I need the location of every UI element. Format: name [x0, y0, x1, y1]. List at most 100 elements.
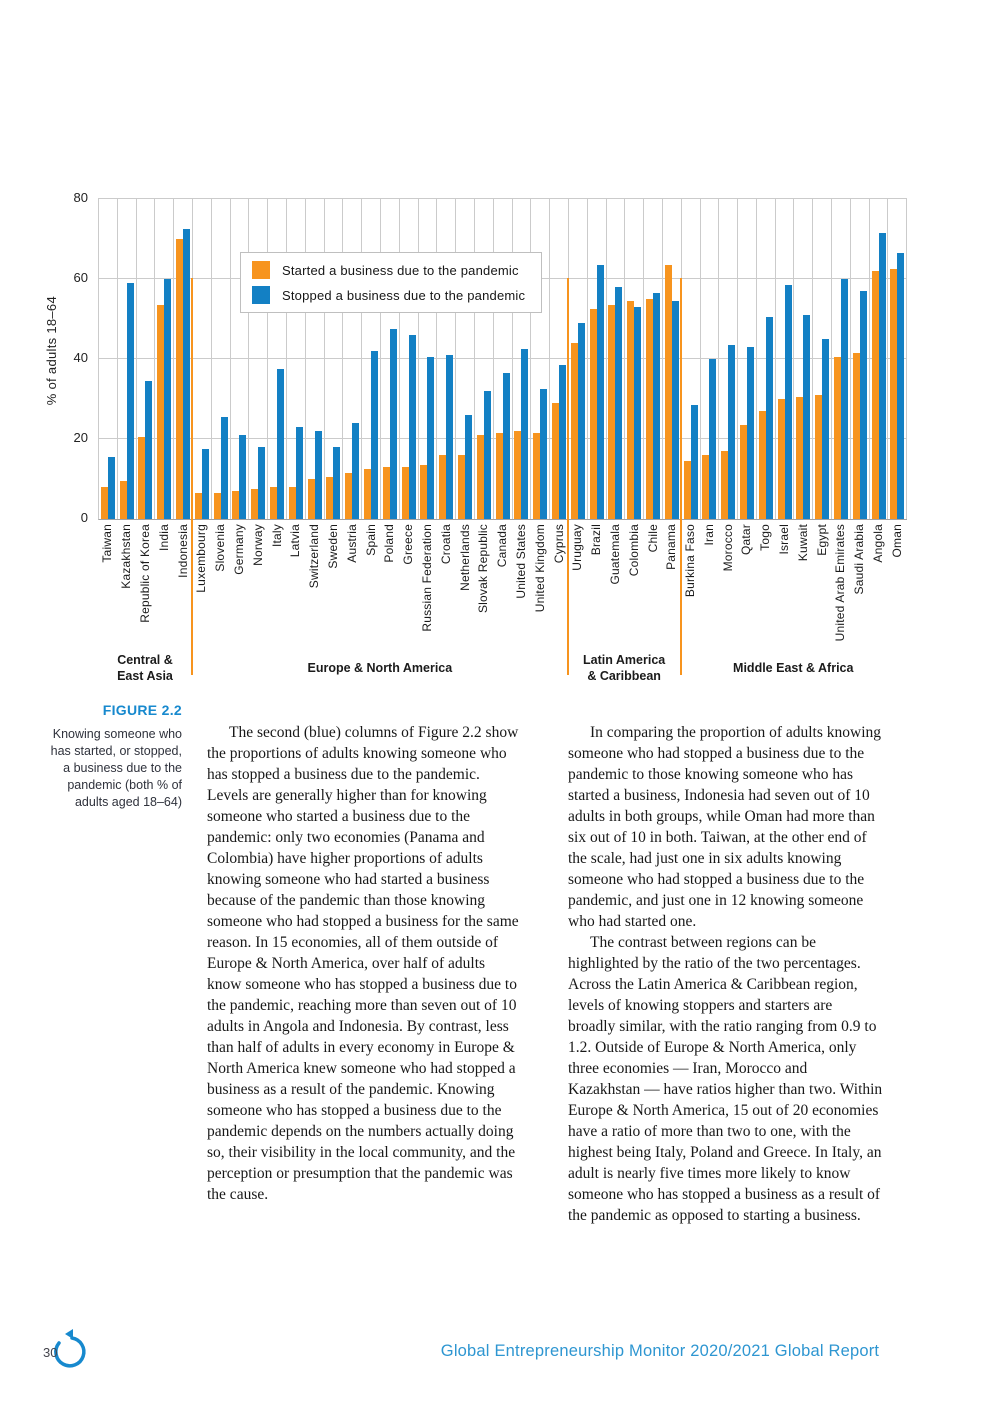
y-tick-label: 60 [73, 270, 88, 285]
bar-started [288, 487, 296, 519]
x-label-text: Sweden [325, 524, 340, 569]
country-cell [306, 199, 325, 519]
bar-started [589, 309, 597, 519]
country-cell [513, 199, 532, 519]
x-label: Switzerland [305, 521, 324, 649]
bar-stopped [314, 431, 322, 519]
bar-started [608, 305, 616, 519]
x-label: Kuwait [793, 521, 812, 649]
x-label: Croatia [436, 521, 455, 649]
bar-started [815, 395, 823, 519]
x-label: Chile [643, 521, 662, 649]
x-label-text: Colombia [626, 524, 641, 577]
bar-stopped [521, 349, 529, 519]
x-label-text: Poland [382, 524, 397, 563]
bar-stopped [201, 449, 209, 519]
bar-started [364, 469, 372, 519]
country-cell [494, 199, 513, 519]
bar-stopped [577, 323, 585, 519]
bar-stopped [615, 287, 623, 519]
bar-started [664, 265, 672, 519]
bar-stopped [427, 357, 435, 519]
x-label-text: Taiwan [100, 524, 115, 563]
y-tick-label: 40 [73, 350, 88, 365]
country-cell [325, 199, 344, 519]
bar-stopped [897, 253, 905, 519]
bar-started [232, 491, 240, 519]
x-label: Austria [342, 521, 361, 649]
x-label-text: Indonesia [175, 524, 190, 578]
bar-started [552, 403, 560, 519]
country-cell [870, 199, 889, 519]
x-label-text: United Arab Emirates [833, 524, 848, 642]
country-cell [757, 199, 776, 519]
bar-stopped [765, 317, 773, 519]
figure-caption-block: FIGURE 2.2 Knowing someone who has start… [46, 702, 182, 811]
x-label-text: Saudi Arabia [852, 524, 867, 595]
bar-stopped [352, 423, 360, 519]
country-cell [776, 199, 795, 519]
bar-stopped [239, 435, 247, 519]
bar-stopped [465, 415, 473, 519]
x-label: United Kingdom [530, 521, 549, 649]
country-cell [851, 199, 870, 519]
country-cell [362, 199, 381, 519]
country-cell [193, 199, 212, 519]
legend-swatch-stopped-icon [252, 286, 270, 304]
bar-stopped [164, 279, 172, 519]
x-label-text: Germany [231, 524, 246, 575]
bar-stopped [709, 359, 717, 519]
bar-started [176, 239, 184, 519]
bar-stopped [295, 427, 303, 519]
bar-stopped [596, 265, 604, 519]
bar-stopped [183, 229, 191, 519]
bar-stopped [859, 291, 867, 519]
country-cell [381, 199, 400, 519]
legend-item-stopped: Stopped a business due to the pandemic [252, 286, 525, 304]
x-label: United States [512, 521, 531, 649]
x-label-text: Slovenia [213, 524, 228, 572]
bar-stopped [878, 233, 886, 519]
bar-stopped [277, 369, 285, 519]
x-label: Sweden [324, 521, 343, 649]
bar-started [871, 271, 879, 519]
x-label-text: Israel [777, 524, 792, 555]
y-tick-label: 80 [73, 190, 88, 205]
footer-report-title: Global Entrepreneurship Monitor 2020/202… [440, 1342, 880, 1360]
bar-started [852, 353, 860, 519]
country-cell [231, 199, 250, 519]
x-label-text: Oman [889, 524, 904, 558]
country-cell [813, 199, 833, 519]
x-label-text: Brazil [589, 524, 604, 556]
bar-stopped [483, 391, 491, 519]
x-label-text: Burkina Faso [683, 524, 698, 598]
bar-started [420, 465, 428, 519]
figure-caption: Knowing someone who has started, or stop… [50, 727, 182, 809]
y-tick-label: 20 [73, 430, 88, 445]
country-cell [118, 199, 137, 519]
bar-started [307, 479, 315, 519]
country-cell [99, 199, 118, 519]
bar-started [533, 433, 541, 519]
country-cell [456, 199, 475, 519]
bar-started [100, 487, 108, 519]
region-label: Europe & North America [307, 661, 453, 675]
bar-stopped [126, 283, 134, 519]
country-cell [343, 199, 363, 519]
bar-stopped [446, 355, 454, 519]
legend-item-started: Started a business due to the pandemic [252, 261, 525, 279]
page-number-badge: 30 [40, 1326, 92, 1378]
region-label: Latin America & Caribbean [583, 653, 666, 683]
x-label: Oman [887, 521, 906, 649]
bar-stopped [840, 279, 848, 519]
x-label: Burkina Faso [681, 521, 700, 649]
bar-started [495, 433, 503, 519]
country-cell [531, 199, 551, 519]
bar-started [570, 343, 578, 519]
x-label-text: Chile [645, 524, 660, 553]
x-label-text: Slovak Republic [476, 524, 491, 614]
country-cell [888, 199, 908, 519]
bar-started [683, 461, 691, 519]
x-label-text: Morocco [720, 524, 735, 572]
